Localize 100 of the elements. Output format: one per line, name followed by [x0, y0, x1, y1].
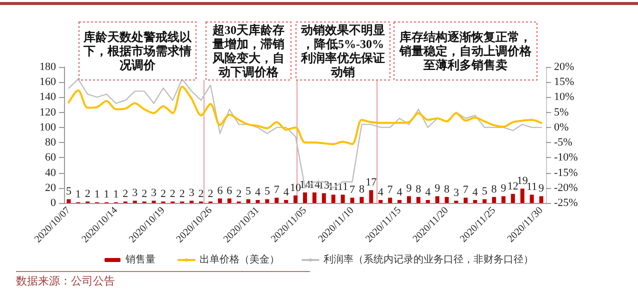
bar [435, 196, 440, 203]
y2-tick-label: -5% [554, 136, 572, 149]
y-tick-label: 140 [40, 91, 56, 104]
bar [322, 193, 326, 203]
y2-tick-label: -25% [554, 197, 578, 209]
data-label: 8 [416, 183, 422, 196]
data-label: 11 [526, 181, 538, 194]
annotation: 动销效果不明显，降低5%-30%利润率优先保证动销 [300, 23, 385, 79]
bar [426, 200, 430, 203]
bar [464, 198, 468, 203]
data-label: 4 [396, 186, 403, 198]
line-series [68, 86, 542, 146]
data-label: 8 [358, 183, 365, 196]
legend-label: 利润率（系统内记录的业务口径，非财务口径） [324, 254, 534, 266]
data-label: 3 [188, 187, 195, 200]
y-tick-label: 160 [40, 76, 56, 88]
data-label: 6 [226, 184, 233, 197]
bar [501, 196, 506, 203]
bar [274, 198, 279, 203]
bar [312, 192, 316, 203]
annotation: 库存结构逐渐恢复正常，销量稳定，自动上调价格至薄利多销售卖 [398, 30, 532, 72]
data-label: 6 [217, 184, 224, 197]
bar [416, 196, 420, 203]
data-label: 2 [170, 188, 176, 200]
data-label: 1 [94, 188, 100, 201]
bar [398, 200, 402, 203]
annotation: 超30天库龄存量增加，滞销风险变大，自动下调价格 [212, 23, 284, 79]
data-label: 3 [132, 187, 138, 200]
y-tick-label: 180 [40, 61, 56, 73]
bar [369, 190, 374, 203]
data-label: 4 [283, 186, 290, 198]
data-label: 2 [84, 188, 90, 200]
data-label: 2 [236, 188, 242, 200]
source-note: 数据来源：公司公告 [16, 274, 115, 288]
data-label: 5 [482, 186, 488, 198]
y2-tick-label: 10% [554, 91, 574, 104]
annotation: 库龄天数处警戒线以下，根据市场需求情况调价 [82, 30, 192, 72]
bar [246, 199, 250, 203]
data-label: 9 [538, 182, 545, 195]
data-label: 7 [462, 184, 469, 196]
y-tick-label: 0 [50, 197, 56, 209]
bar [510, 194, 515, 203]
data-label: 12 [507, 180, 518, 192]
data-label: 17 [366, 176, 378, 189]
bar [539, 196, 544, 203]
bar [444, 196, 449, 203]
y2-tick-label: 5% [554, 106, 569, 118]
y2-tick-label: -10% [554, 152, 578, 164]
data-label: 1 [113, 188, 119, 201]
bar [66, 199, 71, 203]
data-label: 10 [290, 182, 302, 194]
data-label: 1 [104, 188, 110, 201]
bar [256, 200, 260, 203]
y2-tick-label: 0% [554, 121, 569, 134]
data-label: 3 [151, 187, 158, 200]
y-tick-label: 80 [45, 136, 56, 149]
y2-tick-label: -15% [554, 166, 578, 179]
data-label: 7 [350, 184, 356, 196]
y2-tick-label: 20% [554, 61, 574, 73]
y-tick-label: 120 [40, 106, 56, 118]
bar [284, 200, 288, 203]
data-label: 7 [274, 184, 280, 196]
data-label: 5 [264, 186, 270, 198]
bar [350, 198, 354, 203]
bar [331, 194, 336, 203]
data-label: 19 [516, 175, 528, 188]
data-label: 5 [246, 186, 252, 198]
bar [303, 192, 307, 203]
bar [265, 199, 270, 203]
bar [388, 198, 392, 203]
legend-label: 出单价格（美金） [200, 254, 280, 266]
y-tick-label: 40 [45, 166, 56, 179]
data-label: 2 [142, 188, 148, 200]
data-label: 4 [425, 186, 432, 198]
data-label: 3 [453, 187, 460, 200]
data-label: 4 [378, 186, 384, 198]
data-label: 2 [160, 188, 166, 200]
data-label: 7 [387, 184, 394, 196]
bar [227, 198, 232, 203]
data-label: 2 [122, 188, 128, 200]
data-label: 8 [444, 183, 450, 196]
data-label: 5 [66, 186, 72, 198]
bar [294, 195, 298, 203]
data-label: 2 [198, 188, 204, 200]
data-label: 9 [500, 182, 507, 195]
data-label: 4 [254, 186, 261, 198]
data-label: 2 [208, 188, 214, 200]
y-tick-label: 20 [45, 182, 56, 194]
data-label: 4 [472, 186, 478, 198]
bar [482, 199, 487, 203]
bar [378, 200, 383, 203]
data-label: 1 [75, 188, 81, 201]
y-tick-label: 100 [40, 121, 56, 134]
bar [360, 196, 364, 203]
y2-tick-label: 15% [554, 76, 574, 88]
y2-tick-label: -20% [554, 182, 578, 194]
data-label: 9 [434, 182, 441, 195]
data-label: 8 [491, 183, 498, 196]
bar [530, 194, 534, 203]
data-label: 2 [179, 188, 185, 200]
